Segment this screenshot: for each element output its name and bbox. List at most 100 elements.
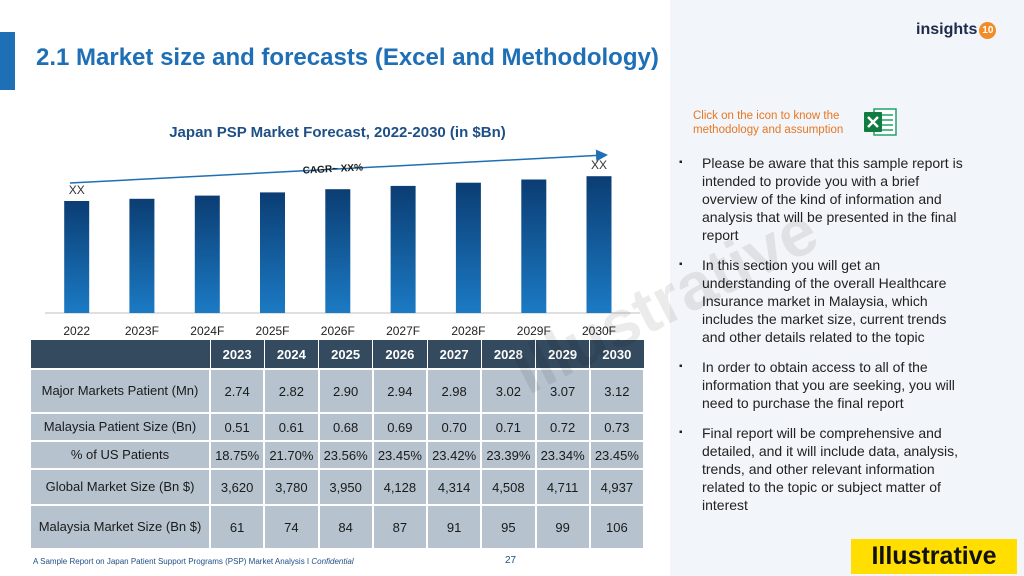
- table-cell: 2.94: [371, 368, 429, 414]
- table-row-label: Major Markets Patient (Mn): [29, 368, 211, 414]
- logo-text: insights: [916, 21, 978, 38]
- table-header-year: 2025: [317, 339, 374, 370]
- table-cell: 0.69: [371, 412, 429, 442]
- x-tick-label: 2022: [63, 324, 90, 338]
- bullet-text: In this section you will get an understa…: [702, 257, 947, 345]
- table-cell: 99: [534, 504, 591, 550]
- table-row: Malaysia Patient Size (Bn) 0.51 0.61 0.68 0.…: [29, 412, 646, 442]
- table-header-year: 2028: [480, 339, 537, 370]
- table-header-year: 2029: [534, 339, 591, 370]
- bullet-square-icon: ▪: [679, 427, 683, 438]
- footer-report-name: A Sample Report on Japan Patient Support…: [33, 557, 312, 566]
- bullet-item: ▪ Please be aware that this sample report…: [679, 154, 969, 244]
- footer-confidential: Confidential: [311, 557, 354, 566]
- bar-2026F: [325, 189, 351, 313]
- illustrative-stamp: Illustrative: [851, 539, 1017, 574]
- table-row-label: Global Market Size (Bn $): [29, 468, 211, 506]
- info-bullet-list: ▪ Please be aware that this sample report…: [679, 154, 969, 526]
- table-cell: 3,620: [208, 468, 266, 506]
- table-cell: 0.73: [588, 412, 646, 442]
- table-row: Major Markets Patient (Mn) 2.74 2.82 2.90 2.…: [29, 368, 646, 414]
- x-tick-label: 2025F: [255, 324, 289, 338]
- table-cell: 23.42%: [425, 440, 483, 470]
- methodology-note: Click on the icon to know the methodolog…: [693, 110, 844, 136]
- page-title: 2.1 Market size and forecasts (Excel and…: [36, 44, 659, 71]
- market-forecast-chart: CAGR~ XX% 2022 XX 2023F 2024F 2025F 2026F 2027…: [45, 149, 640, 338]
- table-cell: 3.07: [534, 368, 591, 414]
- insights10-logo: insights 10: [916, 21, 997, 39]
- table-row: Malaysia Market Size (Bn $) 61 74 84 87 91 95 9…: [29, 504, 646, 550]
- bar-2023F: [129, 198, 155, 313]
- table-cell: 4,314: [425, 468, 483, 506]
- table-cell: 4,508: [480, 468, 537, 506]
- x-tick-label: 2027F: [386, 324, 420, 338]
- table-cell: 87: [371, 504, 429, 550]
- title-accent-bar: [0, 32, 15, 90]
- table-header-year: 2027: [426, 339, 482, 370]
- market-data-table: 2023 2024 2025 2026 2027 2028 2029 2030 Major M…: [29, 339, 646, 550]
- bullet-item: ▪ In order to obtain access to all of the…: [679, 358, 969, 412]
- table-row: Global Market Size (Bn $) 3,620 3,780 3,950…: [29, 468, 646, 506]
- x-tick-label: 2030F: [582, 324, 616, 338]
- table-header-year: 2030: [589, 339, 645, 370]
- logo-badge: 10: [979, 21, 997, 39]
- table-cell: 3.02: [480, 368, 537, 414]
- bullet-square-icon: ▪: [679, 259, 683, 270]
- x-tick-label: 2028F: [451, 324, 485, 338]
- table-cell: 4,711: [534, 468, 591, 506]
- bullet-square-icon: ▪: [679, 157, 683, 168]
- table-row: % of US Patients 18.75% 21.70% 23.56% 23.45%…: [29, 440, 646, 470]
- bar-2025F: [260, 192, 285, 313]
- table-row-label: Malaysia Market Size (Bn $): [29, 504, 211, 550]
- x-tick-label: 2026F: [321, 324, 355, 338]
- table-cell: 21.70%: [263, 440, 320, 470]
- table-cell: 23.45%: [371, 440, 429, 470]
- footer-text: A Sample Report on Japan Patient Support…: [33, 557, 354, 566]
- bar-2029F: [521, 179, 547, 313]
- table-cell: 23.39%: [480, 440, 537, 470]
- table-cell: 18.75%: [208, 440, 266, 470]
- excel-icon[interactable]: [864, 107, 898, 137]
- cagr-arrow: [69, 149, 608, 184]
- table-cell: 4,128: [371, 468, 429, 506]
- bullet-item: ▪ Final report will be comprehensive and …: [679, 424, 969, 514]
- bar-value-label: XX: [591, 158, 607, 172]
- table-cell: 0.51: [208, 412, 266, 442]
- right-panel: [670, 0, 1024, 576]
- table-cell: 3,780: [263, 468, 320, 506]
- table-cell: 91: [425, 504, 483, 550]
- bar-2024F: [194, 195, 220, 313]
- table-cell: 95: [480, 504, 537, 550]
- table-header-year: 2026: [372, 339, 428, 370]
- table-cell: 2.98: [425, 368, 483, 414]
- x-tick-label: 2023F: [125, 324, 159, 338]
- table-cell: 23.56%: [317, 440, 374, 470]
- bar-2022: [64, 201, 90, 313]
- bar-2030F: [586, 176, 612, 313]
- table-cell: 61: [208, 504, 266, 550]
- bullet-item: ▪ In this section you will get an underst…: [679, 256, 969, 346]
- table-cell: 2.82: [263, 368, 320, 414]
- table-cell: 23.45%: [588, 440, 646, 470]
- table-cell: 0.71: [480, 412, 537, 442]
- bar-value-label: XX: [69, 183, 85, 197]
- bullet-text: Final report will be comprehensive and d…: [702, 425, 959, 513]
- table-cell: 3,950: [317, 468, 374, 506]
- table-cell: 0.68: [317, 412, 374, 442]
- table-cell: 0.70: [425, 412, 483, 442]
- bullet-square-icon: ▪: [679, 361, 683, 372]
- bar-2028F: [455, 182, 481, 313]
- table-cell: 4,937: [588, 468, 646, 506]
- chart-title: Japan PSP Market Forecast, 2022-2030 (in…: [169, 124, 506, 141]
- cagr-label: CAGR~ XX%: [302, 162, 363, 176]
- bullet-text: In order to obtain access to all of the …: [702, 359, 955, 411]
- table-cell: 0.72: [534, 412, 591, 442]
- bullet-text: Please be aware that this sample report …: [702, 155, 963, 243]
- bar-2027F: [390, 185, 416, 313]
- table-header-year: 2023: [209, 339, 265, 370]
- page-number: 27: [505, 555, 517, 566]
- table-row-label: Malaysia Patient Size (Bn): [29, 412, 211, 442]
- table-cell: 2.74: [208, 368, 266, 414]
- table-cell: 3.12: [588, 368, 646, 414]
- table-header-corner: [29, 339, 211, 370]
